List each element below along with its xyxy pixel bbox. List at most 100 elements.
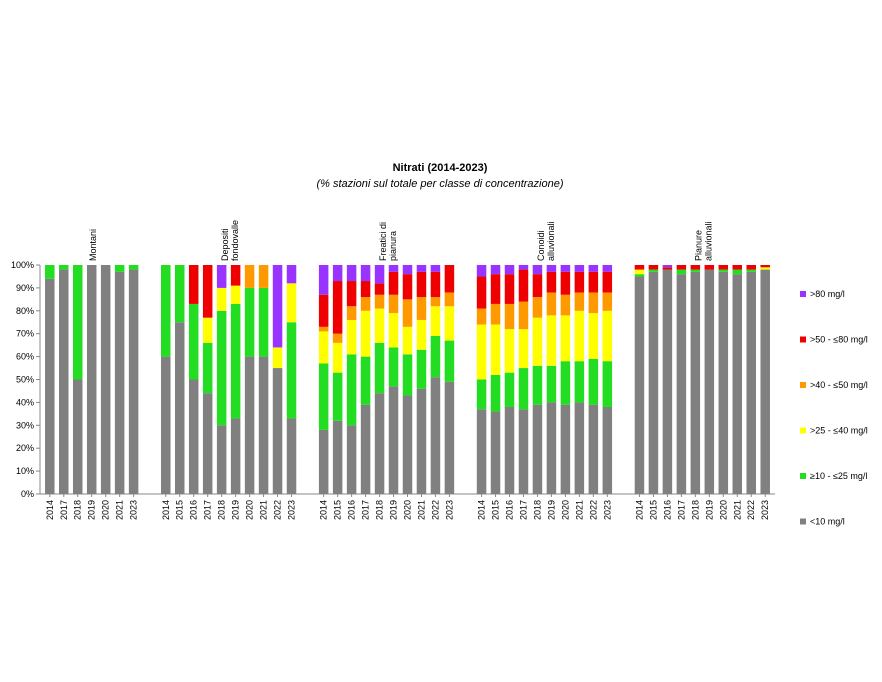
bar-segment <box>690 271 701 494</box>
bar-segment <box>202 393 213 494</box>
bar-segment <box>490 303 501 325</box>
bar-segment <box>202 317 213 343</box>
bar-segment <box>588 265 599 272</box>
bar-segment <box>588 271 599 293</box>
legend-swatch <box>800 518 806 525</box>
x-tick-label: 2023 <box>602 500 612 520</box>
bar-segment <box>732 274 743 494</box>
bar-segment <box>504 329 515 373</box>
bar-segment <box>546 271 557 293</box>
group-labels: Montani Depositifondovalle Freatici dipian… <box>88 220 714 261</box>
bar-segment <box>546 365 557 403</box>
bar-segment <box>662 267 673 270</box>
bar-segment <box>286 322 297 419</box>
y-tick-label: 40% <box>16 397 34 407</box>
bar-segment <box>202 342 213 394</box>
bar-segment <box>346 281 357 307</box>
bar-segment <box>346 425 357 494</box>
bar-segment <box>416 271 427 298</box>
bar-segment <box>374 283 385 295</box>
bar-segment <box>760 269 770 494</box>
y-tick-label: 80% <box>16 306 34 316</box>
bar-segment <box>272 368 283 494</box>
bar-segment <box>476 265 487 277</box>
bar-segment <box>388 265 399 272</box>
bar-segment <box>746 269 756 272</box>
bar-segment <box>444 306 455 341</box>
y-tick-label: 10% <box>16 466 34 476</box>
chart-title: Nitrati (2014-2023) <box>393 162 488 174</box>
bar-segment <box>560 271 571 295</box>
bar-segment <box>476 409 487 494</box>
x-tick-label: 2015 <box>648 500 658 520</box>
bar-segment <box>532 365 543 405</box>
bar-segment <box>72 379 83 494</box>
bar-segment <box>648 269 659 272</box>
bar-segment <box>444 381 455 494</box>
bar-segment <box>346 265 357 282</box>
x-axis: 2014 2017 2018 2019 2020 2021 2023 2014 2015 2016… <box>45 494 770 520</box>
bar-segment <box>476 308 487 325</box>
bar-segment <box>258 356 269 494</box>
bar-segment <box>360 297 371 311</box>
bar-segment <box>272 265 283 348</box>
bar-segment <box>444 292 455 307</box>
bar-segment <box>504 406 515 494</box>
bar-segment <box>402 274 413 300</box>
x-tick-label: 2015 <box>333 500 343 520</box>
bar-segment <box>602 292 613 311</box>
chart-subtitle: (% stazioni sul totale per classe di con… <box>316 178 563 190</box>
bar-segment <box>416 297 427 320</box>
bar-segment <box>286 283 297 323</box>
bar-segment <box>230 303 241 419</box>
x-tick-label: 2014 <box>634 500 644 520</box>
bar-segment <box>430 335 441 378</box>
bar-segment <box>560 361 571 405</box>
x-tick-label: 2014 <box>45 500 55 520</box>
legend-label: ≥10 - ≤25 mg/l <box>810 471 867 481</box>
bar-segment <box>518 301 529 330</box>
bar-segment <box>332 420 343 494</box>
bar-segment <box>230 418 241 494</box>
bar-segment <box>634 269 645 275</box>
bar-segment <box>732 265 743 270</box>
bar-segment <box>216 287 227 311</box>
x-tick-label: 2014 <box>477 500 487 520</box>
bar-segment <box>546 292 557 316</box>
bar-segment <box>588 313 599 359</box>
bar-segment <box>174 322 185 494</box>
x-tick-label: 2020 <box>560 500 570 520</box>
legend-swatch <box>800 291 806 297</box>
y-tick-label: 30% <box>16 420 34 430</box>
bar-segment <box>574 402 585 494</box>
bar-segment <box>602 361 613 407</box>
bar-segment <box>188 265 199 304</box>
bar-segment <box>59 265 69 270</box>
bar-segment <box>346 354 357 426</box>
x-tick-label: 2019 <box>87 500 97 520</box>
bar-segment <box>258 265 269 288</box>
bar-segment <box>332 333 343 343</box>
bar-segment <box>45 265 55 279</box>
bar-segment <box>244 356 255 494</box>
bar-segment <box>216 265 227 288</box>
bar-segment <box>560 294 571 316</box>
x-tick-label: 2015 <box>175 500 185 520</box>
bar-segment <box>45 278 55 494</box>
bar-segment <box>72 265 83 380</box>
bar-segment <box>216 425 227 494</box>
bar-segment <box>402 299 413 327</box>
bar-segment <box>346 306 357 320</box>
bar-segment <box>402 265 413 275</box>
bar-segment <box>518 329 529 369</box>
x-tick-label: 2016 <box>662 500 672 520</box>
bar-segment <box>546 402 557 494</box>
x-tick-label: 2020 <box>101 500 111 520</box>
group-label: Pianurealluvionali <box>694 221 714 261</box>
bar-segment <box>416 349 427 389</box>
bar-segment <box>388 347 399 387</box>
bar-segment <box>188 303 199 380</box>
bar-segment <box>574 265 585 272</box>
bar-segment <box>634 274 645 277</box>
bar-segment <box>430 377 441 494</box>
